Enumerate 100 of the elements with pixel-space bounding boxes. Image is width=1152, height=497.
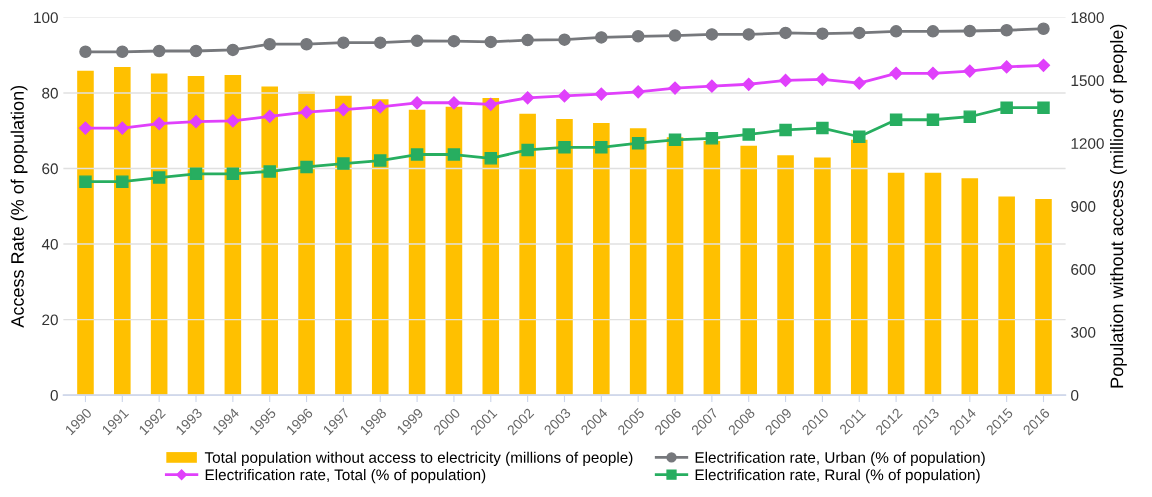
point (373, 36, 387, 49)
bar (445, 106, 463, 396)
legend-label: Electrification rate, Urban (% of population) (695, 451, 985, 466)
point (963, 24, 977, 38)
bar (482, 97, 500, 396)
point (152, 44, 166, 58)
point (1037, 22, 1050, 35)
legend-label: Total population without access to electricity (millions of people) (204, 451, 633, 466)
y-tick-label: 100 (34, 12, 58, 24)
point (410, 96, 424, 110)
y2-tick-label: 0 (1071, 389, 1079, 401)
point (742, 28, 755, 41)
bar (261, 86, 278, 396)
point (926, 66, 940, 80)
point (79, 175, 92, 188)
point (558, 141, 571, 154)
point (152, 116, 166, 131)
point (152, 171, 166, 184)
point (779, 123, 792, 137)
point (557, 89, 572, 103)
point (1036, 58, 1051, 72)
point (116, 45, 129, 59)
y2-tick-label: 1200 (1071, 138, 1104, 149)
y2-tick-label: 1800 (1071, 12, 1104, 24)
point (484, 35, 498, 49)
bar (150, 73, 168, 396)
legend-label: Electrification rate, Rural (% of population) (695, 469, 980, 484)
point (300, 37, 313, 51)
point (889, 66, 903, 80)
point (410, 148, 424, 161)
point (373, 100, 387, 114)
y2-tick-label: 600 (1071, 264, 1096, 275)
point (889, 25, 903, 38)
point (300, 160, 313, 174)
point (189, 167, 203, 181)
point (631, 30, 645, 43)
point (521, 33, 534, 47)
bar (114, 66, 131, 396)
bar (408, 109, 426, 396)
point (521, 143, 534, 157)
point (116, 175, 129, 188)
point (115, 121, 129, 135)
point (447, 96, 461, 110)
point (373, 154, 387, 167)
point (926, 113, 940, 127)
y2-tick-label: 300 (1071, 327, 1096, 338)
point (521, 91, 535, 105)
point (631, 136, 645, 150)
point (815, 72, 829, 86)
bar (740, 145, 758, 396)
point (779, 26, 792, 40)
point (963, 64, 977, 78)
point (816, 27, 829, 40)
point (816, 121, 829, 135)
point (1037, 101, 1050, 114)
bar (887, 172, 905, 396)
point (853, 130, 866, 144)
point (189, 44, 203, 58)
point (558, 33, 571, 46)
bar (335, 95, 352, 396)
bar (77, 70, 94, 396)
bar (298, 91, 315, 396)
point (1000, 60, 1014, 74)
bar (703, 140, 721, 396)
y-tick-label: 40 (41, 238, 58, 250)
point (595, 141, 608, 154)
legend-label: Electrification rate, Total (% of population) (205, 469, 486, 484)
point (778, 73, 793, 88)
bar (666, 137, 684, 396)
point (447, 148, 461, 161)
y-tick-label: 60 (42, 163, 58, 175)
point (668, 81, 682, 95)
point (263, 165, 276, 178)
y-tick-label: 0 (50, 389, 58, 401)
point (1000, 23, 1013, 37)
point (447, 34, 461, 48)
bar (371, 99, 389, 396)
y-tick-label: 80 (42, 87, 58, 99)
point (705, 132, 719, 145)
point (484, 152, 498, 165)
point (189, 115, 203, 129)
bar (961, 178, 979, 396)
point (926, 25, 940, 38)
point (668, 133, 682, 147)
point (226, 167, 240, 181)
point (484, 97, 498, 111)
point (705, 79, 719, 93)
point (594, 87, 608, 101)
point (852, 76, 866, 90)
point (337, 157, 350, 170)
point (889, 113, 903, 127)
bar (1035, 199, 1052, 396)
bar (777, 155, 794, 396)
bar (850, 139, 868, 396)
point (336, 102, 350, 117)
bar (924, 172, 942, 396)
point (1000, 101, 1013, 114)
y2-tick-label: 900 (1071, 201, 1096, 212)
point (226, 43, 240, 57)
point (668, 29, 682, 42)
